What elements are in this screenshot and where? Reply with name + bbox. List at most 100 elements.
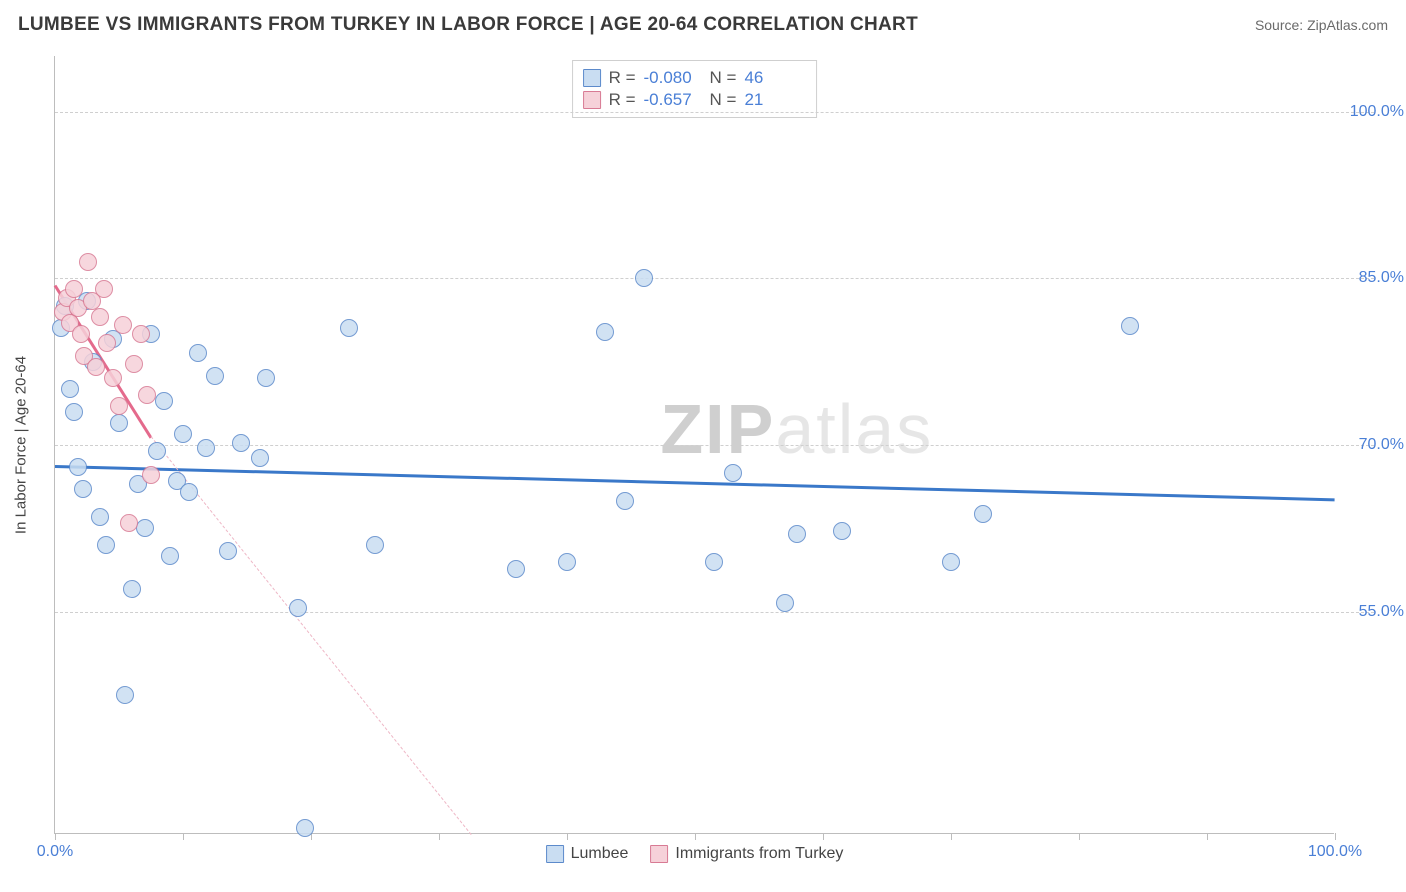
r-label: R = [609,90,636,110]
xtick [695,833,696,840]
data-point-blue [206,367,224,385]
legend-label-turkey: Immigrants from Turkey [675,845,843,863]
legend-row-pink: R = -0.657 N = 21 [583,89,803,111]
swatch-blue-icon [583,69,601,87]
xtick [439,833,440,840]
watermark-zip: ZIP [660,390,775,468]
swatch-blue-icon [546,845,564,863]
data-point-pink [87,358,105,376]
ytick-label: 55.0% [1359,603,1404,621]
data-point-blue [136,519,154,537]
data-point-blue [232,434,250,452]
data-point-blue [340,319,358,337]
data-point-pink [120,514,138,532]
data-point-blue [91,508,109,526]
xtick [1079,833,1080,840]
data-point-blue [289,599,307,617]
data-point-pink [110,397,128,415]
data-point-blue [974,505,992,523]
xtick [951,833,952,840]
correlation-legend: R = -0.080 N = 46 R = -0.657 N = 21 [572,60,818,118]
xtick [1207,833,1208,840]
xtick [823,833,824,840]
data-point-blue [69,458,87,476]
data-point-pink [98,334,116,352]
data-point-blue [296,819,314,837]
data-point-blue [180,483,198,501]
data-point-blue [251,449,269,467]
r-label: R = [609,68,636,88]
data-point-blue [61,380,79,398]
data-point-blue [616,492,634,510]
gridline-h [55,445,1374,446]
data-point-blue [148,442,166,460]
data-point-pink [125,355,143,373]
data-point-blue [724,464,742,482]
ytick-label: 100.0% [1350,103,1404,121]
watermark: ZIPatlas [660,389,933,469]
n-label: N = [710,68,737,88]
data-point-pink [104,369,122,387]
data-point-blue [161,547,179,565]
data-point-blue [174,425,192,443]
data-point-blue [97,536,115,554]
gridline-h [55,278,1374,279]
watermark-atlas: atlas [775,390,933,468]
data-point-blue [197,439,215,457]
data-point-blue [558,553,576,571]
trendline-pink-extrapolated [151,436,472,835]
r-value-pink: -0.657 [644,90,702,110]
data-point-pink [65,280,83,298]
data-point-blue [366,536,384,554]
xtick [183,833,184,840]
data-point-pink [72,325,90,343]
data-point-blue [189,344,207,362]
y-axis-label: In Labor Force | Age 20-64 [13,355,30,533]
data-point-blue [705,553,723,571]
data-point-blue [219,542,237,560]
xtick [55,833,56,840]
source-attribution: Source: ZipAtlas.com [1255,17,1388,33]
n-value-pink: 21 [744,90,802,110]
data-point-blue [74,480,92,498]
data-point-blue [635,269,653,287]
scatter-plot-area: In Labor Force | Age 20-64 ZIPatlas R = … [54,56,1334,834]
legend-item-turkey: Immigrants from Turkey [650,845,843,863]
data-point-pink [138,386,156,404]
data-point-blue [1121,317,1139,335]
n-value-blue: 46 [744,68,802,88]
gridline-h [55,112,1374,113]
data-point-blue [123,580,141,598]
trendline-blue [55,465,1335,501]
data-point-blue [833,522,851,540]
xtick [567,833,568,840]
data-point-pink [95,280,113,298]
ytick-label: 70.0% [1359,436,1404,454]
n-label: N = [710,90,737,110]
gridline-h [55,612,1374,613]
data-point-blue [155,392,173,410]
r-value-blue: -0.080 [644,68,702,88]
data-point-blue [942,553,960,571]
legend-item-lumbee: Lumbee [546,845,629,863]
ytick-label: 85.0% [1359,269,1404,287]
legend-label-lumbee: Lumbee [571,845,629,863]
xtick-label: 0.0% [37,843,73,861]
data-point-blue [116,686,134,704]
swatch-pink-icon [583,91,601,109]
data-point-blue [257,369,275,387]
legend-row-blue: R = -0.080 N = 46 [583,67,803,89]
data-point-pink [142,466,160,484]
data-point-pink [91,308,109,326]
series-legend: Lumbee Immigrants from Turkey [546,845,844,863]
chart-title: LUMBEE VS IMMIGRANTS FROM TURKEY IN LABO… [18,14,918,36]
data-point-blue [596,323,614,341]
data-point-pink [132,325,150,343]
xtick-label: 100.0% [1308,843,1362,861]
data-point-blue [788,525,806,543]
data-point-blue [110,414,128,432]
data-point-blue [776,594,794,612]
data-point-pink [79,253,97,271]
data-point-pink [114,316,132,334]
data-point-blue [507,560,525,578]
